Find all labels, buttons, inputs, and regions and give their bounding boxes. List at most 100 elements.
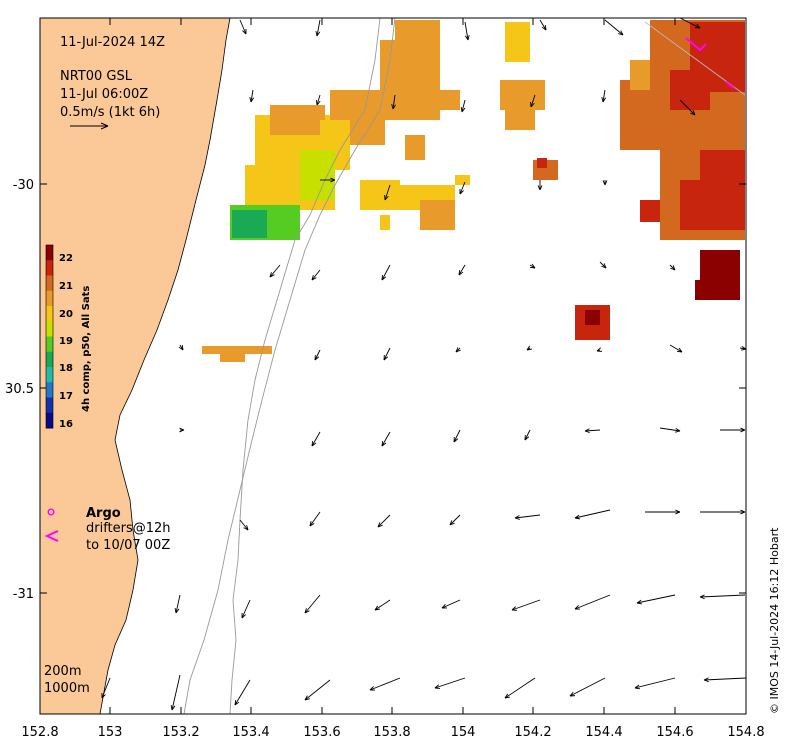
current-arrow — [504, 677, 536, 699]
x-tick-label: 153.4 — [232, 725, 269, 740]
sst-patch — [380, 215, 390, 230]
argo-label: Argo — [86, 506, 121, 521]
colorbar-tick-label: 17 — [59, 391, 73, 402]
current-arrow — [720, 427, 746, 433]
current-arrow — [596, 347, 603, 352]
current-arrow — [601, 89, 607, 103]
current-arrow — [703, 677, 747, 683]
current-arrow — [249, 89, 255, 103]
current-arrow — [569, 677, 606, 697]
y-tick-label: 30.5 — [5, 382, 34, 397]
colorbar: 22 21 20 19 18 17 16 — [45, 244, 73, 430]
colorbar-segment — [46, 336, 53, 353]
x-tick-label: 154.2 — [514, 725, 551, 740]
sst-patch — [500, 80, 545, 110]
coastline-land — [39, 17, 231, 715]
current-arrow — [174, 594, 181, 614]
x-tick-label: 153.6 — [303, 725, 340, 740]
current-arrow — [455, 347, 461, 353]
x-tick-label: 152.8 — [21, 725, 58, 740]
colorbar-segment — [46, 290, 53, 307]
current-arrow — [526, 345, 532, 351]
current-arrow — [669, 264, 676, 271]
x-tick-label: 153 — [98, 725, 123, 740]
current-arrow — [241, 599, 251, 619]
sst-patch — [680, 180, 710, 230]
x-tick-label: 153.2 — [162, 725, 199, 740]
current-arrow — [530, 94, 536, 108]
current-arrow — [239, 519, 249, 531]
current-arrow — [453, 429, 461, 443]
drifter-marker-icon — [44, 530, 59, 542]
colorbar-tick-label: 18 — [59, 363, 73, 374]
colorbar-tick-label: 20 — [59, 309, 73, 320]
current-arrow — [634, 677, 676, 690]
current-arrow — [381, 431, 391, 447]
current-arrow — [383, 347, 391, 361]
colorbar-tick-label: 16 — [59, 419, 73, 430]
sst-patch — [440, 90, 460, 110]
current-arrow — [464, 21, 470, 41]
current-arrow — [574, 509, 611, 520]
drifters-period: to 10/07 00Z — [86, 538, 170, 553]
current-arrow — [170, 674, 181, 711]
credit-label: © IMOS 14-Jul-2024 16:12 Hobart — [768, 527, 781, 714]
colorbar-segment — [46, 321, 53, 337]
current-arrow — [101, 677, 111, 699]
sst-patch — [270, 105, 325, 135]
current-arrow — [377, 514, 391, 528]
current-arrow — [381, 264, 391, 281]
scale-label: 0.5m/s (1kt 6h) — [60, 105, 160, 120]
sst-patch — [537, 158, 547, 168]
current-arrow — [700, 509, 746, 515]
colorbar-segment — [46, 382, 53, 398]
current-arrow — [524, 429, 531, 441]
sst-patch — [630, 60, 650, 90]
current-arrow — [514, 514, 541, 520]
current-arrow — [434, 677, 466, 689]
scale-arrow — [70, 122, 109, 130]
x-tick-label: 154.6 — [656, 725, 693, 740]
sst-patch — [232, 210, 267, 238]
sst-patch — [270, 212, 298, 230]
sst-patch — [405, 135, 425, 160]
sst-patch — [455, 175, 470, 185]
current-arrow — [239, 19, 247, 35]
colorbar-segment — [46, 245, 53, 261]
x-tick-label: 153.8 — [373, 725, 410, 740]
y-tick-label: -31 — [13, 587, 34, 602]
sst-patch — [670, 70, 710, 110]
drifters-label: drifters@12h — [86, 521, 171, 536]
colorbar-tick-label: 21 — [59, 281, 73, 292]
sst-patch — [505, 110, 535, 130]
current-arrow — [599, 261, 607, 269]
colorbar-segment — [46, 275, 53, 292]
drifter-track-2 — [725, 81, 735, 89]
sst-patch — [395, 20, 440, 60]
current-arrow — [511, 599, 541, 611]
sst-patch — [695, 280, 735, 300]
sst-patch — [420, 200, 455, 230]
sst-patch — [202, 346, 272, 354]
current-arrow — [636, 594, 676, 605]
current-arrow — [659, 427, 681, 433]
colorbar-tick-label: 19 — [59, 336, 73, 347]
sst-patch — [245, 165, 290, 210]
contour-200m — [229, 17, 381, 715]
current-arrow — [539, 19, 547, 31]
colorbar-segment — [46, 367, 53, 383]
current-arrow — [178, 344, 184, 351]
contour-1000m — [183, 17, 396, 715]
colorbar-segment — [46, 306, 53, 322]
current-arrows — [101, 17, 747, 711]
current-arrow — [460, 99, 466, 113]
current-arrow — [739, 345, 747, 351]
sst-patch — [505, 22, 530, 62]
current-arrow — [179, 427, 185, 433]
current-arrow — [584, 428, 601, 434]
current-arrow — [311, 269, 321, 281]
colorbar-segment — [46, 351, 53, 368]
current-arrow — [679, 99, 696, 116]
colorbar-segment — [46, 412, 53, 429]
